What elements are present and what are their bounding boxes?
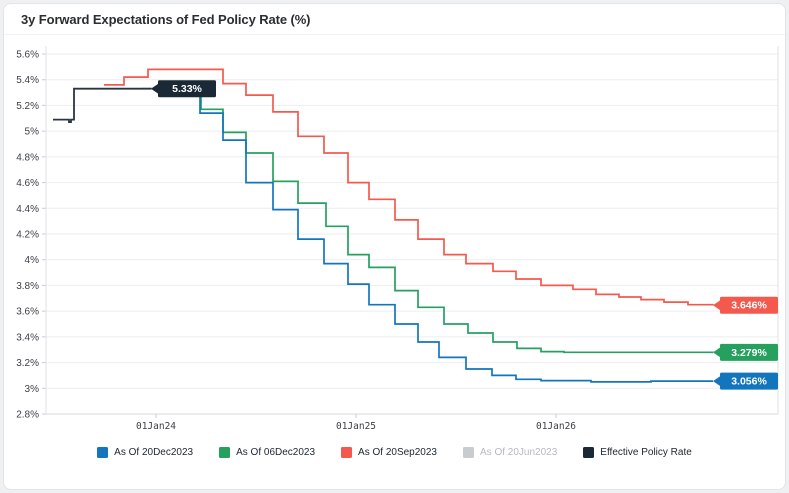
series-line-effective-policy-rate[interactable]: [53, 87, 151, 123]
y-axis-tick-label: 5.4%: [16, 75, 39, 86]
legend-swatch-as-of-20dec2023: [97, 447, 109, 458]
chart-svg: 5.6% 5.4% 5.2% 5% 4.8% 4.6% 4.4% 4.2% 4% 3.8% 3.6%…: [16, 46, 779, 432]
legend: As Of 20Dec2023 As Of 06Dec2023 As Of 20Se…: [4, 447, 785, 458]
y-axis-tick-label: 4%: [25, 255, 40, 266]
end-label-value: 5.33%: [172, 83, 202, 95]
x-axis-tick-label: 01Jan24: [136, 421, 176, 432]
legend-swatch-as-of-20sep2023: [341, 447, 353, 458]
x-axis-tick-label: 01Jan26: [536, 421, 576, 432]
end-label-box: [720, 372, 778, 390]
chart-title: 3y Forward Expectations of Fed Policy Ra…: [21, 12, 311, 27]
legend-item-effective-policy-rate[interactable]: Effective Policy Rate: [583, 447, 692, 458]
legend-swatch-as-of-06dec2023: [219, 447, 231, 458]
y-axis-tick-label: 3.6%: [16, 307, 39, 318]
y-axis-tick-label: 3.4%: [16, 332, 39, 343]
end-label-box: [720, 296, 778, 314]
y-axis-tick-label: 5.2%: [16, 101, 39, 112]
end-label-value: 3.279%: [731, 347, 767, 359]
legend-item-as-of-20dec2023[interactable]: As Of 20Dec2023: [97, 447, 193, 458]
series-line-as-of-20dec2023[interactable]: [151, 87, 713, 383]
legend-item-as-of-20jun2023[interactable]: As Of 20Jun2023: [463, 447, 557, 458]
y-axis-tick-label: 2.8%: [16, 410, 39, 421]
y-axis-tick-label: 4.6%: [16, 178, 39, 189]
end-label-value: 3.646%: [731, 300, 767, 312]
end-label-box: [158, 80, 216, 98]
legend-item-label: As Of 20Sep2023: [358, 447, 437, 458]
end-label-arrow: [713, 346, 721, 358]
series-line-as-of-20sep2023[interactable]: [104, 68, 714, 306]
end-label-arrow: [713, 299, 721, 311]
end-label-as-of-06dec2023: 3.279%: [713, 343, 778, 361]
legend-swatch-as-of-20jun2023: [463, 447, 474, 458]
end-label-box: [720, 343, 778, 361]
chart-card: 3y Forward Expectations of Fed Policy Ra…: [3, 3, 786, 490]
legend-item-label: Effective Policy Rate: [600, 447, 692, 458]
legend-swatch-effective-policy-rate: [583, 447, 595, 458]
y-axis-tick-label: 4.8%: [16, 152, 39, 163]
end-label-as-of-20dec2023: 3.056%: [713, 372, 778, 390]
x-axis-tick-label: 01Jan25: [336, 421, 376, 432]
end-label-effective-policy-rate: 5.33%: [151, 80, 216, 98]
y-axis-tick-label: 5.6%: [16, 50, 39, 61]
legend-item-label: As Of 20Dec2023: [114, 447, 194, 458]
legend-item-label: As Of 20Jun2023: [480, 447, 558, 458]
header-divider: [4, 34, 785, 35]
y-axis-tick-label: 4.2%: [16, 230, 39, 241]
y-axis-tick-label: 3%: [25, 384, 40, 395]
end-label-arrow: [151, 83, 159, 95]
y-axis-tick-label: 3.8%: [16, 281, 39, 292]
end-label-arrow: [713, 375, 721, 387]
y-axis-tick-label: 4.4%: [16, 204, 39, 215]
y-axis-tick-label: 5%: [25, 127, 40, 138]
end-label-as-of-20sep2023: 3.646%: [713, 296, 778, 314]
series-line-as-of-06dec2023[interactable]: [142, 87, 714, 354]
legend-item-as-of-20sep2023[interactable]: As Of 20Sep2023: [341, 447, 437, 458]
legend-item-label: As Of 06Dec2023: [236, 447, 316, 458]
y-axis-tick-label: 3.2%: [16, 358, 39, 369]
legend-item-as-of-06dec2023[interactable]: As Of 06Dec2023: [219, 447, 315, 458]
end-label-value: 3.056%: [731, 376, 767, 388]
